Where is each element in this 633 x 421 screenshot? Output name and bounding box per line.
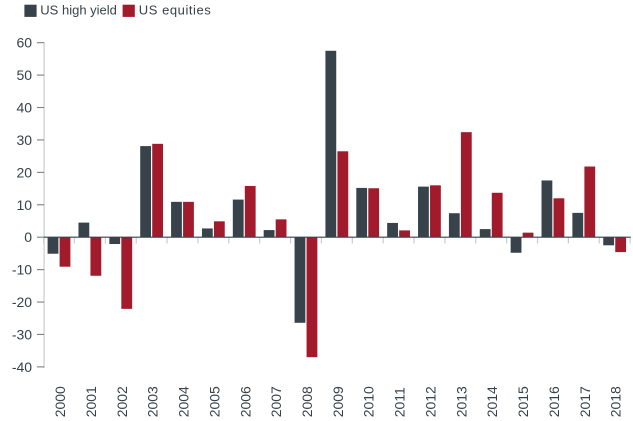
svg-text:50: 50 [17, 67, 33, 83]
svg-text:2003: 2003 [145, 386, 161, 417]
svg-text:2005: 2005 [206, 386, 222, 417]
svg-text:2004: 2004 [176, 386, 192, 417]
svg-text:2001: 2001 [83, 386, 99, 417]
svg-text:30: 30 [17, 132, 33, 148]
svg-text:-30: -30 [12, 326, 32, 342]
svg-text:40: 40 [17, 100, 33, 116]
svg-text:2016: 2016 [546, 386, 562, 417]
svg-text:2017: 2017 [577, 386, 593, 417]
svg-text:2006: 2006 [237, 386, 253, 417]
svg-text:2000: 2000 [52, 386, 68, 417]
svg-text:2014: 2014 [484, 386, 500, 417]
svg-text:2002: 2002 [114, 386, 130, 417]
svg-text:0: 0 [24, 229, 32, 245]
svg-text:2015: 2015 [515, 386, 531, 417]
svg-text:20: 20 [17, 164, 33, 180]
svg-text:2010: 2010 [361, 386, 377, 417]
svg-text:2011: 2011 [392, 387, 408, 417]
svg-text:US high yield: US high yield [40, 2, 117, 17]
svg-text:10: 10 [17, 197, 33, 213]
svg-text:2009: 2009 [330, 386, 346, 417]
svg-text:2007: 2007 [268, 386, 284, 417]
svg-text:-40: -40 [12, 359, 32, 375]
svg-text:2013: 2013 [453, 386, 469, 417]
svg-text:60: 60 [17, 35, 33, 51]
svg-text:2012: 2012 [422, 386, 438, 417]
svg-text:2008: 2008 [299, 386, 315, 417]
svg-text:-10: -10 [12, 262, 32, 278]
svg-text:US equities: US equities [139, 2, 212, 17]
svg-text:2018: 2018 [608, 386, 624, 417]
svg-text:-20: -20 [12, 294, 32, 310]
